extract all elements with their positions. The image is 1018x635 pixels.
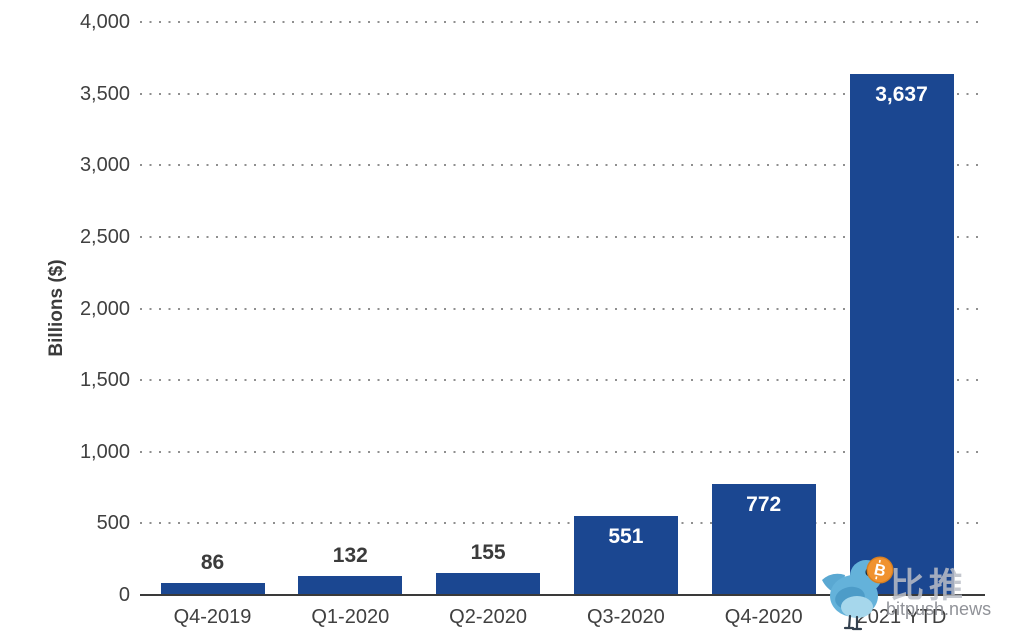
- gridline: [140, 92, 985, 95]
- gridline: [140, 450, 985, 453]
- gridline: [140, 235, 985, 238]
- y-tick-label: 1,000: [79, 440, 130, 463]
- x-tick-label: Q2-2020: [449, 606, 527, 628]
- x-tick-label: Q3-2020: [586, 606, 665, 628]
- gridline: [140, 522, 985, 525]
- gridline: [140, 307, 985, 310]
- y-tick-label: 0: [118, 584, 130, 606]
- y-tick-label: 3,500: [79, 82, 130, 105]
- gridline: [140, 379, 985, 382]
- gridline: [140, 21, 985, 23]
- bar-value-label: 155: [470, 540, 506, 564]
- bar-Q2-2020: [436, 572, 541, 595]
- bar-Q4-2019: [160, 582, 265, 595]
- y-tick-label: 2,000: [79, 297, 130, 320]
- bar-Q4-2020: [711, 484, 816, 595]
- y-tick-label: 4,000: [79, 11, 130, 33]
- bar-value-label: 772: [746, 493, 782, 517]
- x-tick-label: Q1-2020: [311, 606, 390, 628]
- bar-2021 YTD: [849, 73, 954, 595]
- y-tick-label: 2,500: [79, 225, 130, 248]
- y-tick-label: 500: [96, 512, 130, 535]
- bar-value-label: 132: [332, 544, 368, 568]
- bar-Q1-2020: [298, 576, 403, 595]
- y-tick-label: 3,000: [79, 154, 130, 177]
- x-tick-label: Q4-2019: [173, 606, 252, 628]
- y-tick-label: 1,500: [79, 369, 130, 392]
- x-axis-line: [140, 594, 985, 596]
- gridline: [140, 164, 985, 167]
- bar-Q3-2020: [573, 516, 678, 595]
- plot-area: 0 500 1,000 1,500 2,000 2,500 3,000 3,500 4,000 8…: [80, 11, 985, 628]
- bar-value-label: 551: [608, 525, 644, 549]
- x-tick-label: 2021 YTD: [856, 606, 947, 628]
- bar-value-label: 86: [200, 550, 225, 574]
- x-tick-label: Q4-2020: [724, 606, 803, 628]
- bar-value-label: 3,637: [875, 82, 928, 106]
